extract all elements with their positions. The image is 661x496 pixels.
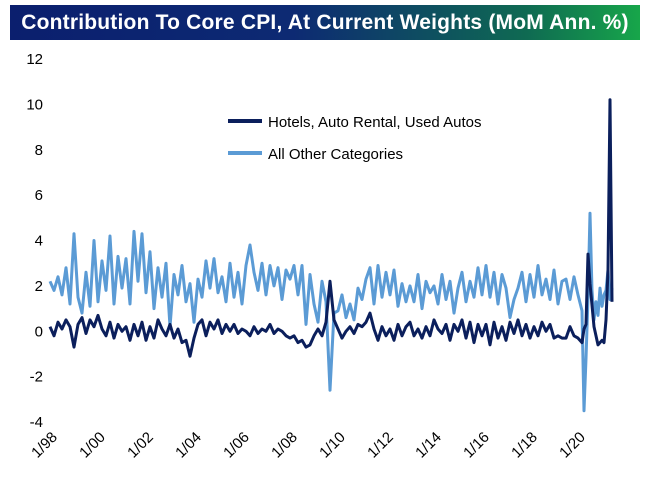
- x-tick-label: 1/16: [460, 429, 493, 462]
- legend-label-hotels: Hotels, Auto Rental, Used Autos: [268, 114, 481, 131]
- x-tick-label: 1/04: [172, 429, 205, 462]
- y-tick-label: -4: [30, 414, 43, 431]
- x-tick-label: 1/02: [124, 429, 157, 462]
- y-tick-label: 6: [35, 187, 43, 204]
- series-lines: [48, 98, 614, 413]
- chart-title: Contribution To Core CPI, At Current Wei…: [21, 10, 629, 34]
- series-line-hotels: [48, 98, 614, 358]
- x-tick-label: 1/12: [364, 429, 397, 462]
- y-tick-label: 10: [26, 96, 43, 113]
- x-tick-label: 1/08: [268, 429, 301, 462]
- x-tick-label: 1/10: [316, 429, 349, 462]
- series-line-other: [48, 211, 614, 413]
- x-tick-label: 1/98: [28, 429, 61, 462]
- y-tick-label: 4: [35, 233, 43, 250]
- legend-label-other: All Other Categories: [268, 146, 403, 163]
- chart-title-bar: Contribution To Core CPI, At Current Wei…: [10, 5, 640, 40]
- x-tick-label: 1/00: [76, 429, 109, 462]
- y-tick-labels: 12 10 8 6 4 2 0 -2 -4: [26, 51, 43, 431]
- y-tick-label: 12: [26, 51, 43, 68]
- y-tick-label: -2: [30, 369, 43, 386]
- legend: Hotels, Auto Rental, Used Autos All Othe…: [228, 114, 481, 163]
- x-tick-labels: 1/98 1/00 1/02 1/04 1/06 1/08 1/10 1/12 1/14 1/16…: [28, 429, 589, 462]
- x-tick-label: 1/20: [556, 429, 589, 462]
- x-tick-label: 1/14: [412, 429, 445, 462]
- x-tick-label: 1/18: [508, 429, 541, 462]
- x-tick-label: 1/06: [220, 429, 253, 462]
- y-tick-label: 2: [35, 278, 43, 295]
- y-tick-label: 0: [35, 323, 43, 340]
- y-tick-label: 8: [35, 142, 43, 159]
